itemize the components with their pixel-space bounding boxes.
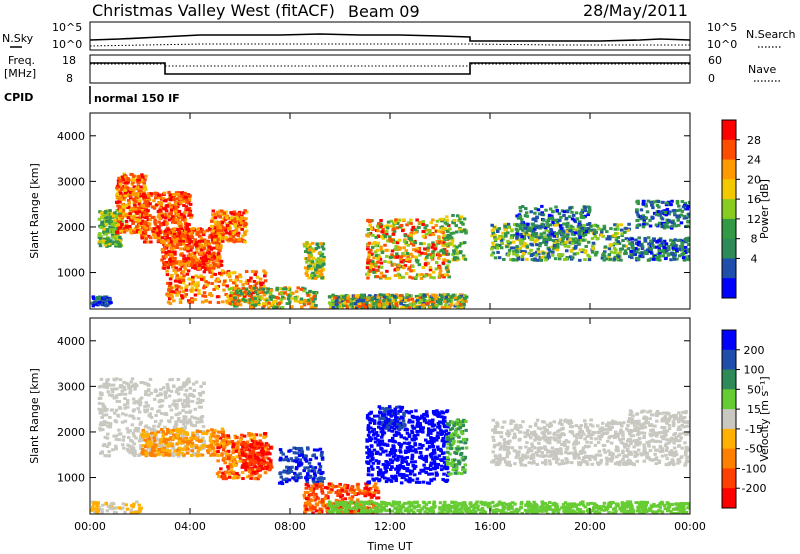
velocity-panel: 00:00 04:00 08:00 12:00 16:00 20:00 00:00 1000 2…	[28, 317, 771, 533]
x-tick-label: 00:00	[74, 520, 106, 533]
colorbar-tick-label: 20	[747, 173, 761, 186]
colorbar-tick-label: -50	[745, 443, 763, 456]
power-panel: 1000 2000 3000 4000 Slant Range [km] 28 24 20 16…	[28, 112, 771, 310]
colorbar-tick-label: 4	[751, 252, 758, 265]
frequency-panel: Freq. [MHz] 18 8 60 0 Nave	[4, 54, 780, 85]
colorbar-segment	[722, 238, 736, 259]
y-tick-label: 1000	[57, 267, 85, 280]
cpid-text: normal 150 IF	[94, 92, 180, 105]
colorbar-tick-label: 200	[744, 344, 765, 357]
colorbar-segment	[722, 218, 736, 240]
noise-panel: N.Sky 10^5 10^0 10^5 10^0 N.Search	[2, 21, 796, 51]
y-axis-label: Slant Range [km]	[28, 368, 41, 464]
colorbar-segment	[722, 369, 736, 390]
x-tick-label: 12:00	[374, 520, 406, 533]
noise-tick-high-right: 10^5	[707, 21, 737, 34]
colorbar: 200 100 50 15 -15 -50 -100 -200 Velocity [m s⁻¹]	[721, 329, 771, 509]
colorbar-segment	[722, 278, 736, 299]
y-tick-label: 4000	[57, 130, 85, 143]
figure-title: Christmas Valley West (fitACF)	[92, 1, 335, 20]
colorbar-tick-label: 15	[747, 403, 761, 416]
colorbar-segment	[722, 389, 736, 410]
freq-tick-high: 18	[62, 54, 76, 67]
y-tick-label: 2000	[57, 221, 85, 234]
x-axis-label: Time UT	[366, 540, 412, 553]
y-tick-label: 3000	[57, 175, 85, 188]
noise-tick-low-left: 10^0	[52, 38, 82, 51]
colorbar-segment	[722, 488, 736, 509]
colorbar-segment	[722, 139, 736, 161]
colorbar-tick-label: 24	[747, 154, 761, 167]
y-tick-label: 3000	[57, 380, 85, 393]
nave-label: Nave	[748, 63, 776, 76]
x-tick-label: 16:00	[474, 520, 506, 533]
nsearch-label: N.Search	[746, 28, 796, 41]
colorbar-label: Power [dB]	[758, 179, 771, 239]
colorbar-label: Velocity [m s⁻¹]	[758, 376, 771, 461]
colorbar-segment	[722, 330, 736, 351]
nave-tick-low: 0	[708, 72, 715, 85]
scatter-texture	[90, 172, 690, 309]
freq-unit: [MHz]	[4, 67, 36, 80]
x-tick-label: 08:00	[274, 520, 306, 533]
noise-tick-high-left: 10^5	[52, 21, 82, 34]
colorbar-segment	[722, 179, 736, 200]
colorbar-tick-label: -200	[742, 482, 767, 495]
colorbar-segment	[722, 409, 736, 430]
colorbar-tick-label: 28	[747, 134, 761, 147]
noise-tick-low-right: 10^0	[707, 38, 737, 51]
colorbar-tick-label: -15	[745, 423, 763, 436]
freq-tick-low: 8	[66, 72, 73, 85]
colorbar-segment	[722, 468, 736, 489]
colorbar-segment	[722, 258, 736, 279]
colorbar-tick-label: 12	[747, 213, 761, 226]
colorbar-tick-label: 16	[747, 193, 761, 206]
colorbar-tick-label: 8	[751, 233, 758, 246]
colorbar-segment	[722, 428, 736, 450]
x-tick-label: 00:00	[674, 520, 706, 533]
nave-tick-high: 60	[708, 54, 722, 67]
y-tick-label: 1000	[57, 472, 85, 485]
colorbar-segment	[722, 120, 736, 141]
colorbar-segment	[722, 159, 736, 180]
colorbar-tick-label: 50	[747, 383, 761, 396]
colorbar-tick-label: 100	[744, 364, 765, 377]
x-tick-label: 20:00	[574, 520, 606, 533]
y-axis-label: Slant Range [km]	[28, 163, 41, 259]
x-tick-label: 04:00	[174, 520, 206, 533]
scatter-texture	[90, 377, 690, 514]
colorbar-segment	[722, 199, 736, 220]
colorbar-segment	[722, 448, 736, 469]
nsky-label: N.Sky	[2, 32, 34, 45]
beam-label: Beam 09	[348, 2, 420, 21]
date-label: 28/May/2011	[583, 1, 688, 20]
freq-label: Freq.	[8, 54, 35, 67]
cpid-label: CPID	[4, 91, 33, 104]
colorbar-segment	[722, 349, 736, 371]
y-tick-label: 4000	[57, 335, 85, 348]
y-tick-label: 2000	[57, 426, 85, 439]
colorbar-tick-label: -100	[742, 462, 767, 475]
